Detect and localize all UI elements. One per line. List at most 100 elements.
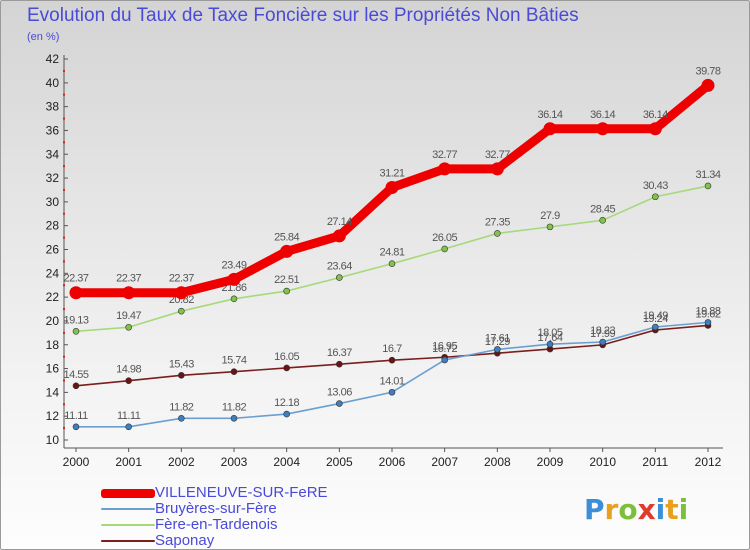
series-villeneuve-sur-fere: 22.37 22.37 22.37 23.49 25.84 27.14 31.21 32.77… xyxy=(63,65,721,300)
data-label: 17.64 xyxy=(537,332,562,344)
y-minor-tick xyxy=(63,93,65,96)
data-label: 15.43 xyxy=(169,358,194,370)
x-tick-label: 2001 xyxy=(115,455,142,469)
data-point xyxy=(125,377,132,385)
brand-letter: i xyxy=(678,493,689,526)
data-label: 16.05 xyxy=(274,351,299,363)
x-tick-label: 2010 xyxy=(589,455,616,469)
data-point xyxy=(648,122,662,136)
data-label: 16.37 xyxy=(327,347,352,359)
y-tick-label: 10 xyxy=(46,433,60,447)
data-point xyxy=(283,287,290,295)
y-tick-label: 28 xyxy=(46,219,60,233)
data-label: 18.23 xyxy=(590,325,615,337)
data-label: 27.14 xyxy=(327,216,352,228)
data-point xyxy=(388,356,396,364)
legend-swatch xyxy=(101,489,155,498)
x-tick-label: 2003 xyxy=(221,455,248,469)
data-point xyxy=(704,319,712,326)
data-point xyxy=(701,78,715,92)
y-minor-tick xyxy=(63,212,65,215)
y-minor-tick xyxy=(63,188,65,191)
data-label: 39.78 xyxy=(695,65,720,77)
data-label: 17.99 xyxy=(590,328,615,340)
y-tick-label: 40 xyxy=(46,76,60,90)
data-label: 30.43 xyxy=(643,180,668,192)
y-minor-tick xyxy=(63,165,65,168)
y-tick-label: 32 xyxy=(46,171,60,185)
data-label: 16.95 xyxy=(432,340,457,352)
data-label: 19.88 xyxy=(695,305,720,317)
data-label: 17.61 xyxy=(485,332,510,344)
data-point xyxy=(336,400,343,407)
x-tick-label: 2000 xyxy=(63,455,90,469)
x-tick-label: 2007 xyxy=(431,455,458,469)
data-label: 31.34 xyxy=(695,169,720,181)
data-label: 16.72 xyxy=(432,343,457,355)
data-label: 28.45 xyxy=(590,203,615,215)
series-saponay: 14.55 14.98 15.43 15.74 16.05 16.37 16.7 16.95 1… xyxy=(63,308,721,390)
y-tick-label: 26 xyxy=(46,243,60,257)
x-tick-label: 2005 xyxy=(326,455,353,469)
data-label: 27.9 xyxy=(540,210,560,222)
chart-title: Evolution du Taux de Taxe Foncière sur l… xyxy=(27,5,579,26)
y-tick-label: 22 xyxy=(46,290,60,304)
y-tick-label: 36 xyxy=(46,123,60,137)
data-label: 19.13 xyxy=(63,314,88,326)
data-label: 22.51 xyxy=(274,274,299,286)
data-point xyxy=(652,193,659,201)
x-tick-label: 2008 xyxy=(484,455,511,469)
y-minor-tick xyxy=(63,308,65,311)
data-label: 14.55 xyxy=(63,369,88,381)
data-label: 24.81 xyxy=(379,247,404,259)
data-label: 16.7 xyxy=(382,343,402,355)
data-point xyxy=(543,122,557,136)
data-label: 19.49 xyxy=(643,310,668,322)
legend-swatch xyxy=(101,540,155,542)
y-minor-tick xyxy=(63,379,65,382)
data-point xyxy=(385,180,399,194)
brand-letter: i xyxy=(655,493,666,526)
brand-letter: x xyxy=(637,493,656,526)
x-tick-label: 2002 xyxy=(168,455,195,469)
x-tick-label: 2012 xyxy=(695,455,722,469)
data-label: 32.77 xyxy=(432,149,457,161)
data-label: 22.37 xyxy=(116,273,141,285)
data-point xyxy=(332,229,346,243)
legend-label: Saponay xyxy=(155,532,215,549)
data-point xyxy=(283,410,290,418)
y-minor-tick xyxy=(63,355,65,358)
y-tick-label: 18 xyxy=(46,338,60,352)
data-point xyxy=(599,338,606,346)
data-label: 25.84 xyxy=(274,231,299,243)
series-layer: 14.55 14.98 15.43 15.74 16.05 16.37 16.7 16.95 1… xyxy=(63,65,721,431)
data-label: 17.29 xyxy=(485,336,510,348)
data-label: 26.05 xyxy=(432,232,457,244)
data-label: 14.01 xyxy=(379,375,404,387)
data-point xyxy=(69,286,83,300)
data-point xyxy=(494,346,501,353)
data-point xyxy=(125,323,132,331)
y-minor-tick xyxy=(63,331,65,334)
legend-swatch xyxy=(101,524,155,526)
y-tick-label: 38 xyxy=(46,100,60,114)
y-tick-label: 30 xyxy=(46,195,60,209)
data-label: 36.14 xyxy=(643,109,668,121)
legend-label: Fère-en-Tardenois xyxy=(155,516,278,533)
data-point xyxy=(336,360,343,368)
data-point xyxy=(494,230,501,237)
data-point xyxy=(546,223,554,231)
legend-label: Bruyères-sur-Fère xyxy=(155,500,277,517)
x-tick-label: 2004 xyxy=(273,455,300,469)
x-tick-label: 2006 xyxy=(379,455,406,469)
x-tick-label: 2009 xyxy=(537,455,564,469)
y-minor-tick xyxy=(63,427,65,430)
data-point xyxy=(283,364,290,372)
data-point xyxy=(596,122,610,136)
series-bruyeres-sur-fere: 11.11 11.11 11.82 11.82 12.18 13.06 14.01 16.72… xyxy=(64,305,721,431)
data-point xyxy=(546,340,554,348)
data-point xyxy=(230,415,238,422)
data-point xyxy=(178,372,185,379)
data-point xyxy=(704,182,712,190)
